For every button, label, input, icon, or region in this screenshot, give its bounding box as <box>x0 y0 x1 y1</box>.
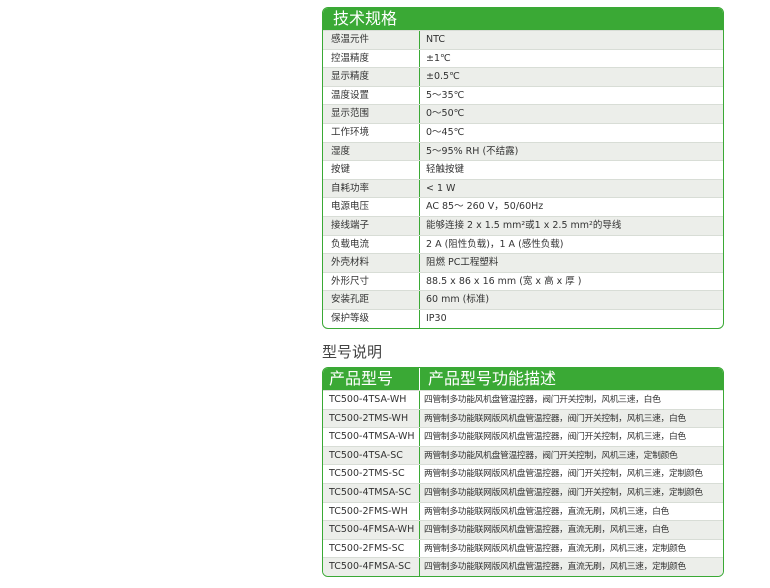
table-row: 负载电流 2 A (阻性负载)，1 A (感性负载) <box>323 234 723 254</box>
table-cell: 两管制多功能联网版风机盘管温控器，阀门开关控制，风机三速，定制颜色 <box>424 469 703 480</box>
table-row: 感温元件 NTC <box>323 30 723 49</box>
table-row: 外壳材料 阻燃 PC工程塑料 <box>323 253 723 272</box>
table-row: 接线端子 能够连接 2 x 1.5 mm²或1 x 2.5 mm²的导线 <box>323 215 723 235</box>
table-cell: TC500-4TMSA-WH <box>323 428 420 446</box>
table-row: 工作环境 0～45℃ <box>323 122 723 142</box>
table-cell: TC500-4FMSA-SC <box>323 558 420 576</box>
table-cell: 四管制多功能联网版风机盘管温控器，直流无刷，风机三速，白色 <box>424 525 669 536</box>
table-cell: 阻燃 PC工程塑料 <box>426 257 499 269</box>
spec-header: 技术规格 <box>323 8 723 30</box>
table-row: 湿度 5～95% RH (不结露) <box>323 141 723 161</box>
table-cell: 88.5 x 86 x 16 mm (宽 x 高 x 厚 ) <box>426 275 582 287</box>
table-cell: 负载电流 <box>323 235 420 254</box>
table-cell: 60 mm (标准) <box>426 294 490 306</box>
table-cell: 湿度 <box>323 142 420 161</box>
table-row: TC500-2TMS-WH 两管制多功能联网版风机盘管温控器，阀门开关控制，风机三… <box>323 408 723 428</box>
table-cell: 0～45℃ <box>426 126 465 138</box>
table-cell: 四管制多功能联网版风机盘管温控器，阀门开关控制，风机三速，定制颜色 <box>424 487 703 498</box>
table-cell: TC500-2FMS-WH <box>323 502 420 521</box>
table-cell: NTC <box>426 34 445 45</box>
table-row: 按键 轻触按键 <box>323 160 723 179</box>
table-cell: 安装孔距 <box>323 291 420 309</box>
table-cell: 控温精度 <box>323 49 420 68</box>
table-cell: 两管制多功能联网版风机盘管温控器，直流无刷，风机三速，白色 <box>424 506 669 517</box>
spec-title: 技术规格 <box>333 9 398 28</box>
table-cell: TC500-4TSA-SC <box>323 446 420 465</box>
table-cell: TC500-4TSA-WH <box>323 391 420 409</box>
table-row: 显示精度 ±0.5℃ <box>323 67 723 86</box>
table-cell: 两管制多功能联网版风机盘管温控器，阀门开关控制，风机三速，白色 <box>424 413 686 424</box>
model-table: 产品型号 产品型号功能描述 TC500-4TSA-WH 四管制多功能风机盘管温控器… <box>322 367 724 577</box>
model-header: 产品型号 产品型号功能描述 <box>323 368 723 390</box>
table-row: TC500-4TMSA-SC 四管制多功能联网版风机盘管温控器，阀门开关控制，风机… <box>323 482 723 502</box>
table-cell: 工作环境 <box>323 123 420 142</box>
table-cell: 2 A (阻性负载)，1 A (感性负载) <box>426 238 564 250</box>
table-row: TC500-2FMS-SC 两管制多功能联网版风机盘管温控器，直流无刷，风机三速，… <box>323 538 723 558</box>
table-row: 保护等级 IP30 <box>323 308 723 328</box>
table-cell: ±0.5℃ <box>426 71 460 83</box>
table-cell: 两管制多功能风机盘管温控器，阀门开关控制，风机三速，定制颜色 <box>424 450 678 461</box>
table-row: TC500-4TMSA-WH 四管制多功能联网版风机盘管温控器，阀门开关控制，风机… <box>323 427 723 446</box>
table-cell: TC500-2TMS-SC <box>323 465 420 483</box>
header-cell: 产品型号 <box>323 368 420 390</box>
table-cell: 电源电压 <box>323 198 420 216</box>
table-cell: TC500-4FMSA-WH <box>323 521 420 539</box>
table-row: TC500-4FMSA-WH 四管制多功能联网版风机盘管温控器，直流无刷，风机三速… <box>323 520 723 539</box>
table-row: TC500-2TMS-SC 两管制多功能联网版风机盘管温控器，阀门开关控制，风机三… <box>323 464 723 483</box>
table-cell: 5～35℃ <box>426 89 465 101</box>
table-cell: 外形尺寸 <box>323 272 420 291</box>
table-cell: 感温元件 <box>323 31 420 49</box>
table-cell: < 1 W <box>426 182 456 194</box>
table-cell: 两管制多功能联网版风机盘管温控器，直流无刷，风机三速，定制颜色 <box>424 543 686 554</box>
table-row: 控温精度 ±1℃ <box>323 48 723 68</box>
table-row: TC500-4TSA-SC 两管制多功能风机盘管温控器，阀门开关控制，风机三速，定… <box>323 445 723 465</box>
table-cell: IP30 <box>426 312 447 324</box>
table-cell: 显示精度 <box>323 68 420 86</box>
table-cell: 5～95% RH (不结露) <box>426 145 519 157</box>
table-cell: 轻触按键 <box>426 164 465 176</box>
table-cell: 温度设置 <box>323 86 420 105</box>
table-cell: 四管制多功能联网版风机盘管温控器，阀门开关控制，风机三速，白色 <box>424 432 686 443</box>
section-title: 型号说明 <box>322 343 383 361</box>
table-cell: TC500-2TMS-WH <box>323 409 420 428</box>
table-cell: 四管制多功能联网版风机盘管温控器，直流无刷，风机三速，定制颜色 <box>424 562 686 573</box>
table-row: 外形尺寸 88.5 x 86 x 16 mm (宽 x 高 x 厚 ) <box>323 271 723 291</box>
table-cell: 接线端子 <box>323 216 420 235</box>
table-cell: 保护等级 <box>323 309 420 328</box>
table-cell: 按键 <box>323 161 420 179</box>
table-row: TC500-4FMSA-SC 四管制多功能联网版风机盘管温控器，直流无刷，风机三速… <box>323 557 723 576</box>
table-cell: 0～50℃ <box>426 108 465 120</box>
table-cell: 能够连接 2 x 1.5 mm²或1 x 2.5 mm²的导线 <box>426 219 622 231</box>
table-row: 显示范围 0～50℃ <box>323 104 723 123</box>
table-cell: AC 85～ 260 V，50/60Hz <box>426 201 544 213</box>
table-cell: 显示范围 <box>323 105 420 123</box>
table-row: TC500-4TSA-WH 四管制多功能风机盘管温控器，阀门开关控制，风机三速，白… <box>323 390 723 409</box>
table-cell: TC500-4TMSA-SC <box>323 483 420 502</box>
header-cell: 产品型号功能描述 <box>428 369 557 388</box>
table-row: 温度设置 5～35℃ <box>323 85 723 105</box>
table-row: 自耗功率 < 1 W <box>323 178 723 198</box>
table-row: TC500-2FMS-WH 两管制多功能联网版风机盘管温控器，直流无刷，风机三速，… <box>323 501 723 521</box>
table-cell: 四管制多功能风机盘管温控器，阀门开关控制，风机三速，白色 <box>424 395 661 405</box>
table-cell: TC500-2FMS-SC <box>323 539 420 558</box>
table-cell: 自耗功率 <box>323 179 420 198</box>
table-row: 电源电压 AC 85～ 260 V，50/60Hz <box>323 197 723 216</box>
spec-table: 技术规格 感温元件 NTC 控温精度 ±1℃ 显示精度 ±0.5℃ 温度设置 5～35℃ 显示范… <box>322 7 724 329</box>
table-cell: ±1℃ <box>426 52 451 64</box>
table-cell: 外壳材料 <box>323 254 420 272</box>
table-row: 安装孔距 60 mm (标准) <box>323 290 723 309</box>
